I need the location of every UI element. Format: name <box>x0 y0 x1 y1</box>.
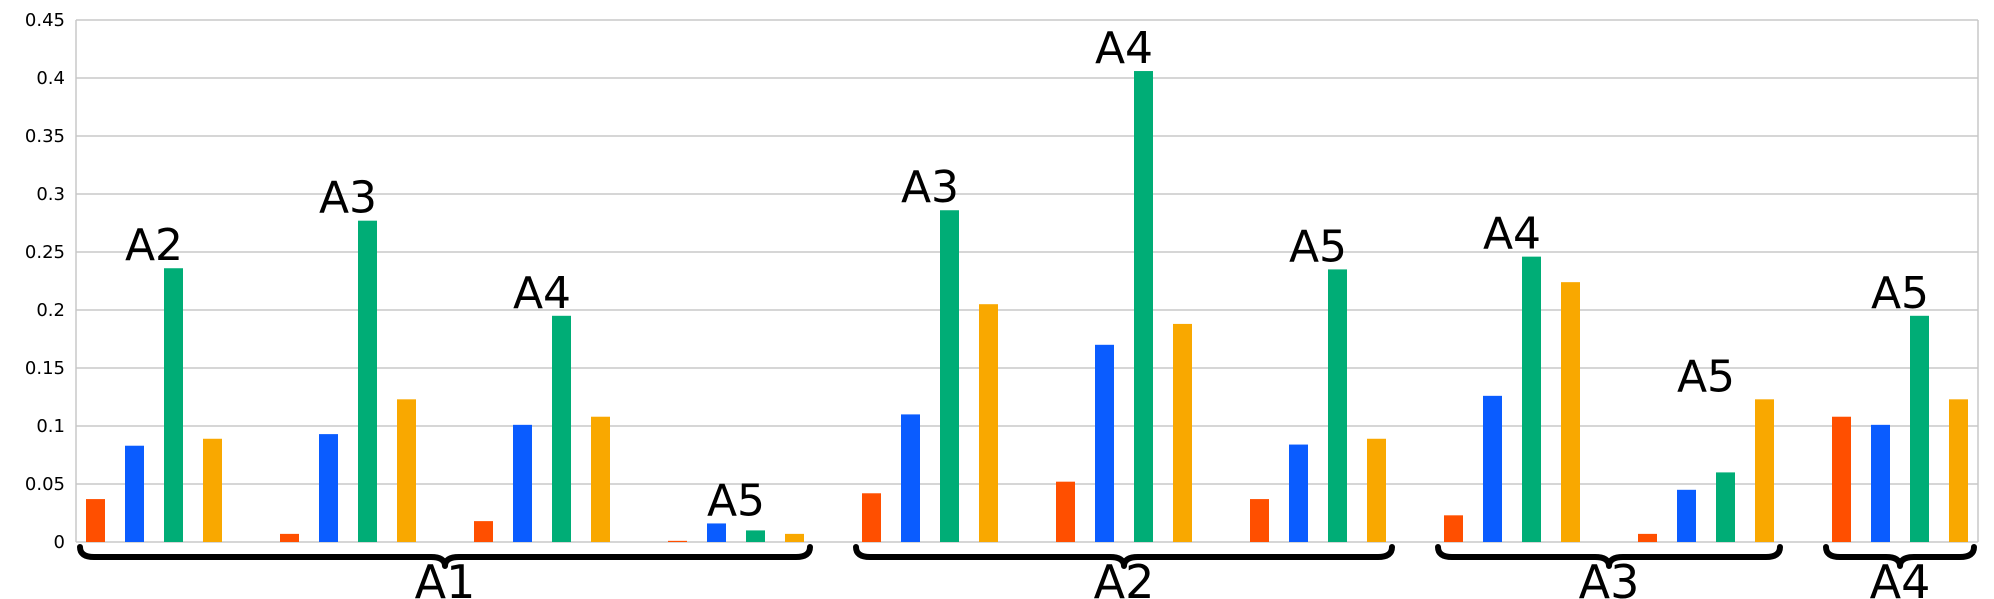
bar <box>358 220 377 542</box>
group-brace <box>1823 544 1977 569</box>
bar <box>125 445 144 542</box>
bar <box>1832 416 1851 542</box>
group-label: A3 <box>1579 555 1640 599</box>
bar <box>1367 438 1386 542</box>
bar <box>1328 269 1347 542</box>
y-tick-label: 0.05 <box>25 474 65 495</box>
group-brace <box>77 544 813 569</box>
subgroup-label: A4 <box>513 268 571 319</box>
y-tick-label: 0.4 <box>36 68 65 89</box>
subgroup-label: A5 <box>1871 268 1929 319</box>
group-brace <box>853 544 1395 569</box>
subgroup-labels: A2 A3 A4 A5 A3 A4 A5 A4 A5 A5 <box>125 23 1929 526</box>
y-tick-label: 0.15 <box>25 358 65 379</box>
bar <box>280 533 299 542</box>
y-tick-label: 0.1 <box>36 416 65 437</box>
bar <box>940 210 959 543</box>
y-tick-label: 0.3 <box>36 184 65 205</box>
bar <box>1871 424 1890 542</box>
subgroup-label: A3 <box>319 173 377 224</box>
bar <box>1483 395 1502 542</box>
group-label: A4 <box>1870 555 1931 599</box>
bar <box>746 530 765 542</box>
bar <box>1444 515 1463 542</box>
y-tick-label: 0.25 <box>25 242 65 263</box>
bar <box>1716 472 1735 542</box>
bar <box>319 434 338 542</box>
subgroup-label: A3 <box>901 162 959 213</box>
group-label: A2 <box>1094 555 1155 599</box>
subgroup-label: A5 <box>1289 221 1347 272</box>
bar <box>397 399 416 542</box>
bar <box>1910 315 1929 542</box>
bar <box>901 414 920 542</box>
y-tick-label: 0.35 <box>25 126 65 147</box>
subgroup-label: A4 <box>1483 209 1541 260</box>
bar <box>862 493 881 542</box>
subgroup-label: A5 <box>707 475 765 526</box>
bar <box>1250 499 1269 542</box>
bar <box>668 540 687 542</box>
y-tick-label: 0.45 <box>25 10 65 31</box>
bar <box>1638 533 1657 542</box>
bar <box>1289 444 1308 542</box>
subgroup-label: A2 <box>125 220 183 271</box>
bar <box>1949 399 1968 542</box>
bar <box>591 416 610 542</box>
bar <box>513 424 532 542</box>
group-braces: A1 A2 A3 A4 <box>77 544 1977 599</box>
bar <box>1056 481 1075 542</box>
bar <box>1173 323 1192 542</box>
bar <box>474 521 493 542</box>
bar <box>86 499 105 542</box>
bar <box>1755 399 1774 542</box>
bar <box>979 304 998 542</box>
subgroup-label: A5 <box>1677 351 1735 402</box>
bar <box>1134 71 1153 542</box>
bar <box>1677 489 1696 542</box>
bar <box>552 315 571 542</box>
y-axis-ticks: 0 0.05 0.1 0.15 0.2 0.25 0.3 0.35 0.4 0.45 <box>25 10 65 553</box>
bar <box>785 533 804 542</box>
y-tick-label: 0 <box>54 532 65 553</box>
group-brace <box>1435 544 1783 569</box>
subgroup-label: A4 <box>1095 23 1153 74</box>
bar <box>707 523 726 542</box>
y-tick-label: 0.2 <box>36 300 65 321</box>
bar <box>203 438 222 542</box>
bar <box>164 268 183 542</box>
bar <box>1095 344 1114 542</box>
grid-lines <box>75 19 1979 543</box>
bars <box>86 71 1968 543</box>
bar <box>1522 256 1541 542</box>
bar <box>1561 282 1580 542</box>
group-label: A1 <box>415 555 476 599</box>
